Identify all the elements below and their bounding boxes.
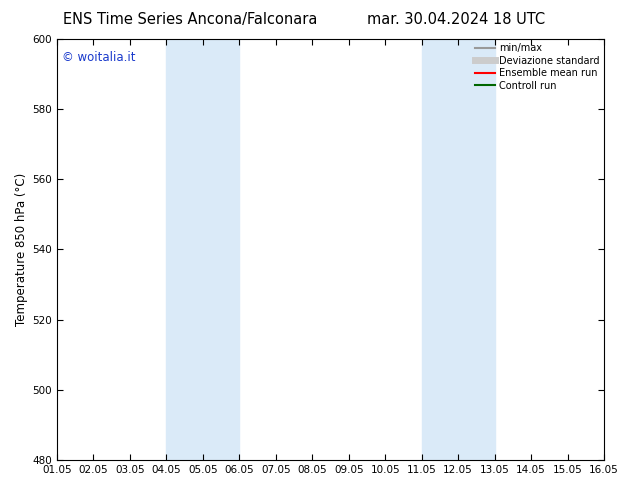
Text: © woitalia.it: © woitalia.it xyxy=(62,51,136,64)
Text: mar. 30.04.2024 18 UTC: mar. 30.04.2024 18 UTC xyxy=(368,12,545,27)
Bar xyxy=(422,39,495,460)
Bar xyxy=(166,39,239,460)
Text: ENS Time Series Ancona/Falconara: ENS Time Series Ancona/Falconara xyxy=(63,12,318,27)
Legend: min/max, Deviazione standard, Ensemble mean run, Controll run: min/max, Deviazione standard, Ensemble m… xyxy=(474,42,601,93)
Y-axis label: Temperature 850 hPa (°C): Temperature 850 hPa (°C) xyxy=(15,173,28,326)
